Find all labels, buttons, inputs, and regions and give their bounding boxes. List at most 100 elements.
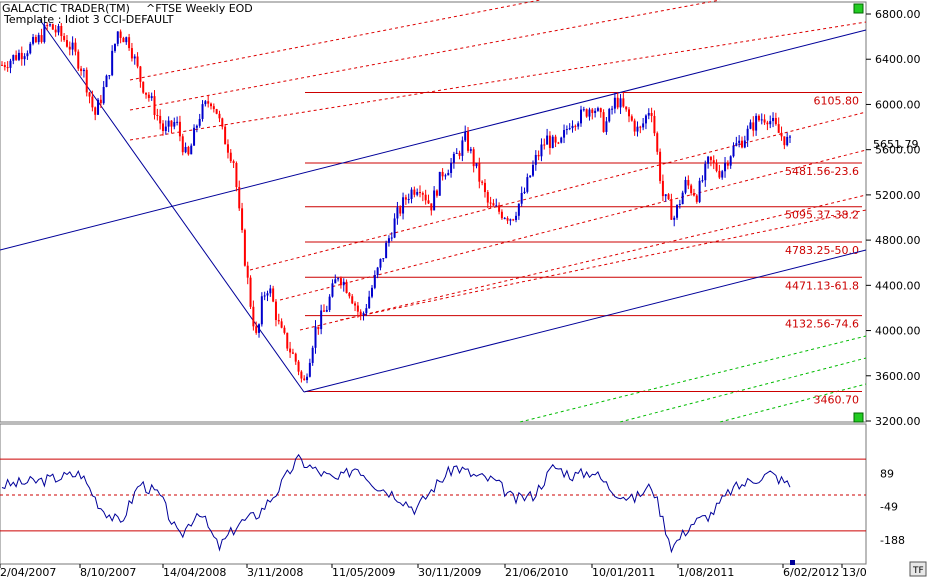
price-bar-body — [193, 127, 196, 146]
price-bar-body — [108, 75, 111, 77]
price-bar-body — [224, 126, 227, 145]
price-tick-label: 4400.00 — [875, 279, 921, 292]
date-tick-label: 10/01/2011 — [592, 566, 655, 579]
price-bar-body — [311, 347, 314, 363]
price-bar-body — [170, 120, 173, 127]
price-bar-body — [608, 109, 611, 122]
cci-level-label: -49 — [880, 501, 898, 514]
cci-level-label: -188 — [880, 534, 905, 547]
price-bar-body — [433, 190, 436, 211]
price-bar-body — [139, 66, 142, 82]
price-bar-body — [515, 215, 518, 221]
price-bar-body — [328, 296, 331, 310]
price-bar-body — [613, 97, 616, 109]
price-bar-body — [498, 205, 501, 212]
price-bar-body — [760, 119, 763, 121]
price-bar-body — [49, 24, 52, 26]
fan-line — [299, 194, 867, 331]
price-bar-body — [402, 197, 405, 214]
price-bar-body — [249, 277, 252, 307]
price-bar-body — [503, 218, 506, 220]
fib-label: 4132.56-74.6 — [785, 318, 859, 331]
date-tick-label: 3/11/2008 — [247, 566, 303, 579]
fan-line — [279, 149, 867, 301]
price-bar-body — [1, 64, 3, 66]
price-bar-body — [766, 122, 769, 125]
price-tick-label: 6400.00 — [875, 53, 921, 66]
price-bar-body — [444, 175, 447, 177]
price-bar-body — [599, 108, 602, 113]
price-bar-body — [9, 60, 12, 68]
price-bar-body — [97, 99, 100, 115]
price-bar-body — [17, 52, 20, 60]
price-bar-body — [142, 81, 145, 93]
price-bar-body — [588, 109, 591, 117]
price-bar-body — [661, 180, 664, 197]
instrument-title: ^FTSE Weekly EOD — [146, 2, 253, 15]
price-bar-body — [207, 101, 210, 104]
fib-label: 5481.56-23.6 — [785, 165, 859, 178]
fan-line-green — [719, 383, 867, 423]
price-bar-body — [85, 69, 88, 93]
price-bar-body — [331, 283, 334, 297]
price-bar-body — [619, 98, 622, 108]
fan-line — [129, 0, 721, 111]
price-bar-body — [450, 162, 453, 173]
price-bar-body — [34, 36, 37, 43]
price-bar-body — [735, 143, 738, 146]
price-bar-body — [568, 128, 571, 130]
price-bar-body — [113, 43, 116, 51]
price-bar-body — [757, 115, 760, 121]
bottom-marker[interactable] — [853, 412, 864, 423]
price-bar-body — [306, 376, 309, 381]
tf-button[interactable] — [909, 561, 927, 577]
fib-label: 5095.37-38.2 — [785, 209, 859, 222]
price-bar-body — [467, 131, 470, 151]
price-tick-label: 5200.00 — [875, 189, 921, 202]
date-tick-label: 14/04/2008 — [163, 566, 226, 579]
date-tick-label: 13/0 — [842, 566, 867, 579]
price-bar-body — [769, 121, 772, 125]
date-tick-label: 11/05/2009 — [332, 566, 395, 579]
price-bar-body — [6, 67, 9, 69]
cci-indicator: 89 -49 -188 — [0, 453, 905, 554]
cci-level-label: 89 — [880, 468, 894, 481]
price-bar-body — [294, 353, 297, 362]
price-bar-body — [458, 152, 461, 156]
price-bar-body — [12, 55, 15, 61]
price-bar-body — [159, 115, 162, 124]
price-bar-body — [150, 96, 153, 99]
date-tick-label: 1/08/2011 — [678, 566, 734, 579]
price-bar-body — [676, 204, 679, 218]
price-bar-body — [130, 48, 133, 59]
price-bar-body — [563, 130, 566, 138]
price-bar-body — [23, 56, 26, 60]
price-bar-body — [647, 113, 650, 116]
price-bar-body — [740, 140, 743, 148]
price-bar-body — [289, 348, 292, 353]
price-bar-body — [628, 109, 631, 117]
price-bar-body — [345, 281, 348, 293]
price-bar-body — [486, 192, 489, 203]
price-tick-label: 5600.00 — [875, 144, 921, 157]
price-bar-body — [379, 258, 382, 268]
price-bar-body — [571, 125, 574, 129]
price-bar-body — [560, 137, 563, 143]
price-bar-body — [732, 145, 735, 157]
price-bar-body — [481, 181, 484, 183]
date-tick-label: 2/04/2007 — [0, 566, 56, 579]
price-bar-body — [258, 324, 261, 333]
price-bar-body — [376, 267, 379, 276]
price-bar-body — [690, 185, 693, 194]
price-bar-body — [427, 200, 430, 204]
price-bar-body — [721, 171, 724, 178]
price-bar-body — [704, 163, 707, 181]
price-bar-body — [260, 296, 263, 325]
top-marker[interactable] — [853, 3, 864, 14]
price-bar-body — [729, 156, 732, 166]
price-bar-body — [698, 180, 701, 202]
price-bar-body — [210, 103, 213, 107]
price-bar-body — [551, 136, 554, 148]
price-bar-body — [537, 154, 540, 157]
